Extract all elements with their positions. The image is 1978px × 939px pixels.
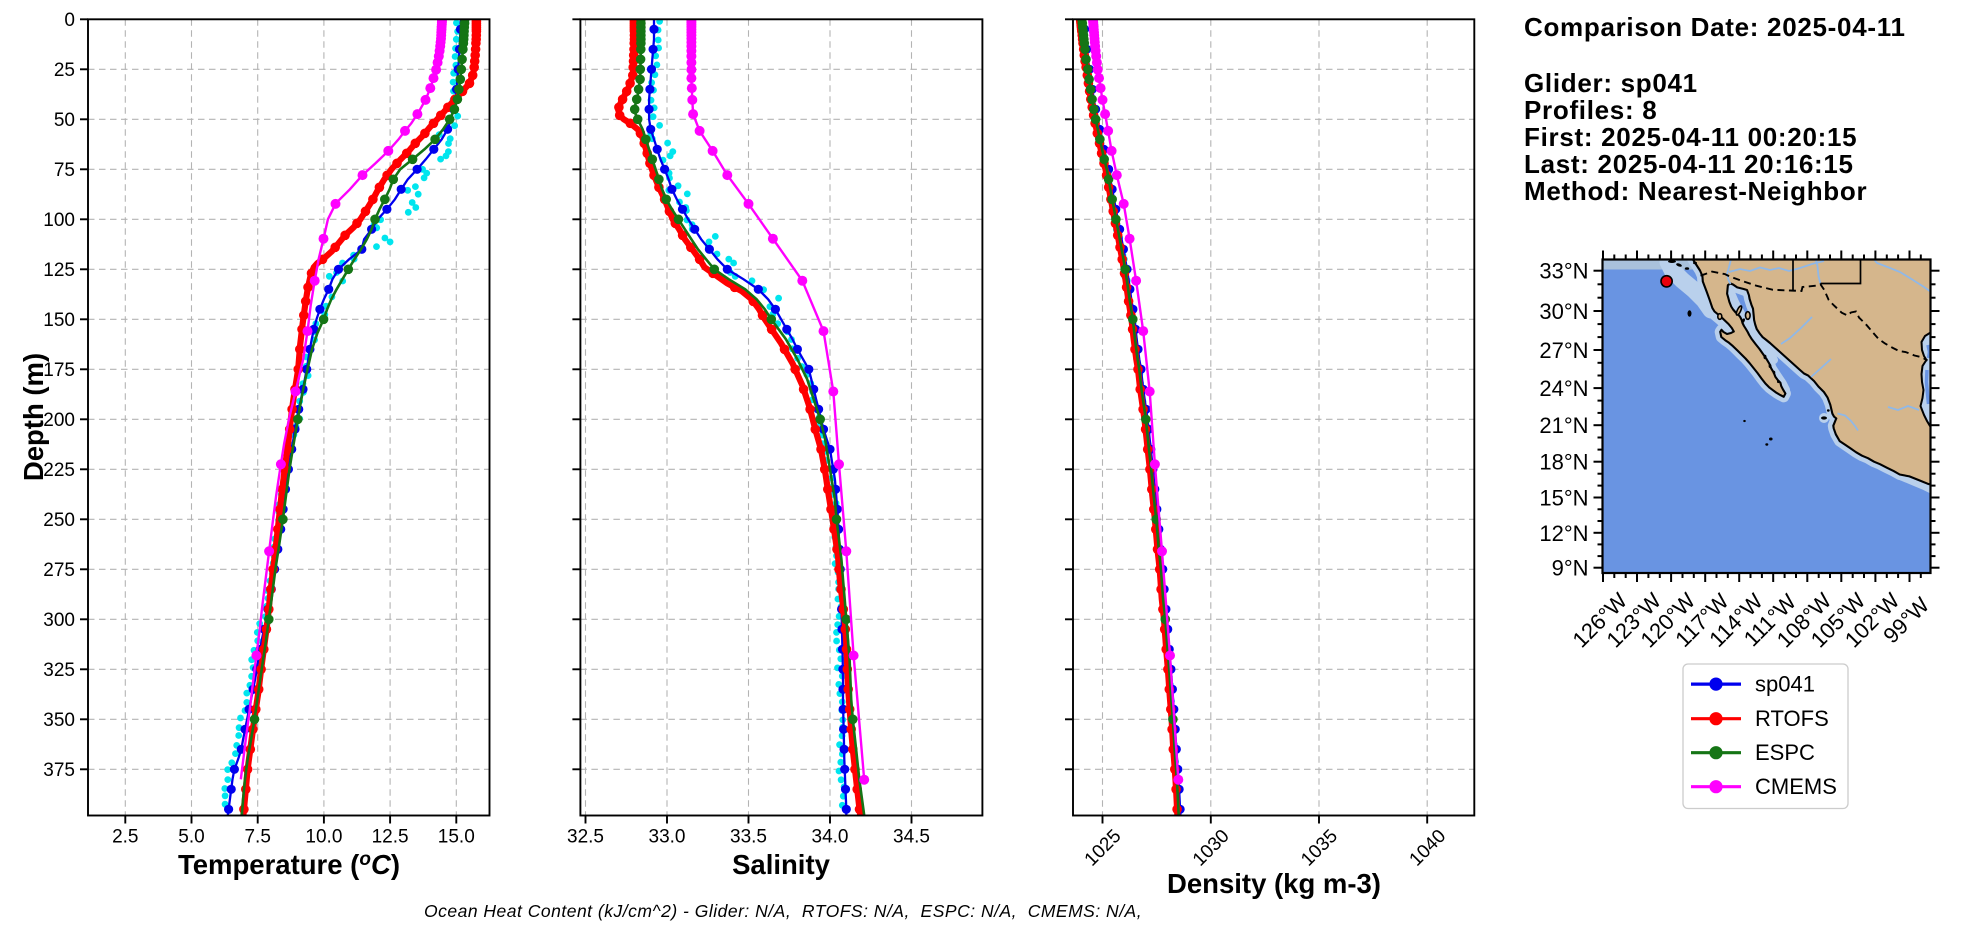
svg-text:Ocean Heat Content (kJ/cm^2) -: Ocean Heat Content (kJ/cm^2) - Glider: N… [424, 901, 1142, 921]
svg-text:175: 175 [43, 360, 75, 381]
svg-text:18°N: 18°N [1539, 450, 1588, 475]
svg-text:33.5: 33.5 [730, 827, 767, 848]
svg-text:CMEMS: CMEMS [1755, 774, 1837, 799]
svg-text:30°N: 30°N [1539, 299, 1588, 324]
svg-text:Last: 2025-04-11 20:16:15: Last: 2025-04-11 20:16:15 [1524, 149, 1854, 179]
svg-text:275: 275 [43, 560, 75, 581]
svg-text:sp041: sp041 [1755, 672, 1815, 697]
svg-text:300: 300 [43, 610, 75, 631]
svg-text:First: 2025-04-11 00:20:15: First: 2025-04-11 00:20:15 [1524, 122, 1857, 152]
svg-text:Method: Nearest-Neighbor: Method: Nearest-Neighbor [1524, 176, 1867, 206]
svg-text:350: 350 [43, 710, 75, 731]
svg-text:12°N: 12°N [1539, 521, 1588, 546]
svg-text:125: 125 [43, 260, 75, 281]
svg-text:RTOFS: RTOFS [1755, 706, 1829, 731]
svg-text:24°N: 24°N [1539, 376, 1588, 401]
svg-text:15.0: 15.0 [438, 827, 475, 848]
svg-text:12.5: 12.5 [372, 827, 409, 848]
svg-text:9°N: 9°N [1552, 556, 1589, 581]
svg-text:2.5: 2.5 [112, 827, 138, 848]
svg-text:50: 50 [54, 110, 75, 131]
svg-text:Density (kg m-3): Density (kg m-3) [1167, 868, 1381, 899]
svg-text:ESPC: ESPC [1755, 740, 1815, 765]
svg-text:225: 225 [43, 460, 75, 481]
svg-text:34.5: 34.5 [893, 827, 930, 848]
svg-text:33.0: 33.0 [649, 827, 686, 848]
svg-text:27°N: 27°N [1539, 338, 1588, 363]
svg-text:25: 25 [54, 60, 75, 81]
svg-text:7.5: 7.5 [244, 827, 270, 848]
svg-text:21°N: 21°N [1539, 413, 1588, 438]
svg-text:325: 325 [43, 660, 75, 681]
svg-text:Glider: sp041: Glider: sp041 [1524, 68, 1698, 98]
svg-text:0: 0 [64, 10, 75, 31]
svg-text:15°N: 15°N [1539, 486, 1588, 511]
svg-text:Comparison Date: 2025-04-11: Comparison Date: 2025-04-11 [1524, 12, 1906, 42]
svg-text:33°N: 33°N [1539, 259, 1588, 284]
svg-text:10.0: 10.0 [305, 827, 342, 848]
svg-text:250: 250 [43, 510, 75, 531]
svg-text:32.5: 32.5 [567, 827, 604, 848]
svg-text:75: 75 [54, 160, 75, 181]
svg-text:Depth (m): Depth (m) [18, 353, 49, 481]
svg-text:Salinity: Salinity [732, 849, 831, 880]
svg-text:200: 200 [43, 410, 75, 431]
svg-text:100: 100 [43, 210, 75, 231]
svg-text:Profiles: 8: Profiles: 8 [1524, 95, 1657, 125]
svg-text:150: 150 [43, 310, 75, 331]
svg-text:5.0: 5.0 [178, 827, 204, 848]
svg-text:375: 375 [43, 760, 75, 781]
svg-text:34.0: 34.0 [812, 827, 849, 848]
